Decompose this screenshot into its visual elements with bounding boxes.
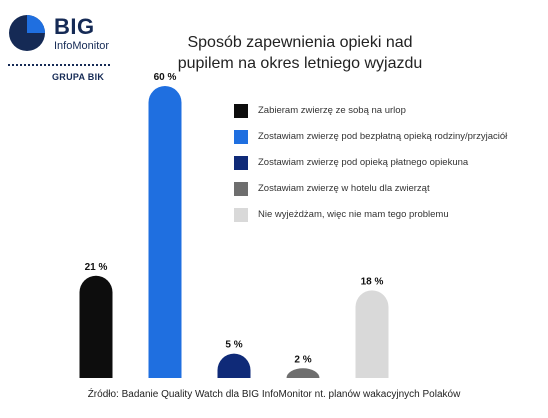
- legend-label: Nie wyjeżdżam, więc nie mam tego problem…: [258, 209, 449, 220]
- legend-label: Zostawiam zwierzę pod bezpłatną opieką r…: [258, 131, 508, 142]
- brand-subname: InfoMonitor: [54, 40, 110, 52]
- chart-legend: Zabieram zwierzę ze sobą na urlop Zostaw…: [234, 104, 544, 234]
- bar-value-label: 2 %: [294, 354, 311, 365]
- legend-swatch: [234, 104, 248, 118]
- legend-label: Zostawiam zwierzę pod opieką płatnego op…: [258, 157, 469, 168]
- big-logo-icon: [9, 15, 45, 51]
- legend-item: Zabieram zwierzę ze sobą na urlop: [234, 104, 544, 130]
- legend-item: Zostawiam zwierzę pod bezpłatną opieką r…: [234, 130, 544, 156]
- bar: [79, 275, 113, 378]
- legend-label: Zostawiam zwierzę w hotelu dla zwierząt: [258, 183, 430, 194]
- legend-label: Zabieram zwierzę ze sobą na urlop: [258, 105, 406, 116]
- brand-logo: BIG InfoMonitor GRUPA BIK: [8, 10, 128, 82]
- bar: [217, 353, 251, 378]
- legend-item: Zostawiam zwierzę pod opieką płatnego op…: [234, 156, 544, 182]
- brand-group: GRUPA BIK: [52, 72, 105, 82]
- chart-title: Sposób zapewnienia opieki nad pupilem na…: [150, 32, 450, 74]
- bar-value-label: 21 %: [85, 262, 108, 273]
- legend-swatch: [234, 156, 248, 170]
- bar-value-label: 18 %: [361, 276, 384, 287]
- legend-item: Zostawiam zwierzę w hotelu dla zwierząt: [234, 182, 544, 208]
- legend-item: Nie wyjeżdżam, więc nie mam tego problem…: [234, 208, 544, 234]
- source-note: Źródło: Badanie Quality Watch dla BIG In…: [87, 389, 461, 400]
- bar: [148, 86, 182, 379]
- legend-swatch: [234, 130, 248, 144]
- logo-divider: [8, 64, 110, 66]
- chart-title-line-2: pupilem na okres letniego wyjazdu: [177, 55, 423, 72]
- chart-title-line-1: Sposób zapewnienia opieki nad: [187, 34, 413, 51]
- bar: [286, 368, 320, 378]
- legend-swatch: [234, 208, 248, 222]
- bar-value-label: 60 %: [154, 72, 177, 83]
- bar-value-label: 5 %: [225, 340, 242, 351]
- bar: [355, 290, 389, 378]
- legend-swatch: [234, 182, 248, 196]
- brand-name: BIG: [54, 14, 95, 39]
